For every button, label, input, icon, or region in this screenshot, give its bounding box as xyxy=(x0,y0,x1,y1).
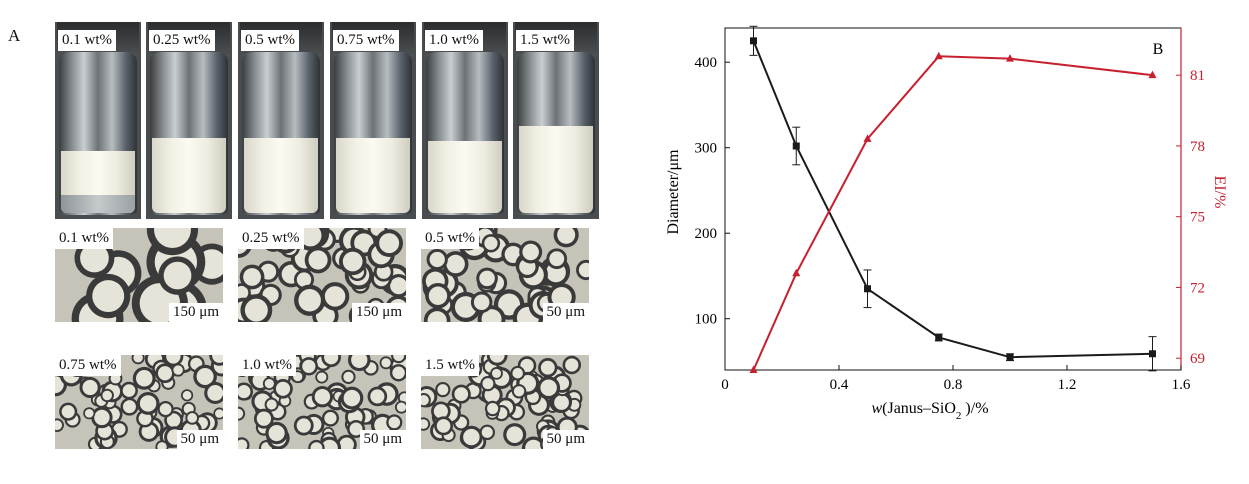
diameter-point xyxy=(864,285,871,293)
scale-bar-label: 50 μm xyxy=(542,303,589,322)
micrograph-concentration-label: 0.5 wt% xyxy=(421,228,479,249)
vial-concentration-label: 0.25 wt% xyxy=(149,30,215,51)
y-right-tick-label: 72 xyxy=(1190,280,1205,296)
scale-bar-label: 150 μm xyxy=(352,303,406,322)
vial-photo: 0.75 wt% xyxy=(330,22,416,219)
vial-photo: 0.25 wt% xyxy=(146,22,232,219)
plot-frame xyxy=(724,27,1182,371)
vial-photo: 0.5 wt% xyxy=(238,22,324,219)
vial-photo: 1.0 wt% xyxy=(422,22,508,219)
y-left-tick-label: 200 xyxy=(695,226,718,242)
ei-point xyxy=(863,134,872,142)
vial-concentration-label: 0.1 wt% xyxy=(58,30,116,51)
y-right-tick-label: 81 xyxy=(1190,68,1205,84)
ei-point xyxy=(934,51,943,60)
ei-point xyxy=(749,365,758,373)
x-tick-label: 0.8 xyxy=(944,377,963,393)
x-tick-label: 0.4 xyxy=(830,377,849,393)
vial-concentration-label: 1.5 wt% xyxy=(516,30,574,51)
y-right-tick-label: 69 xyxy=(1190,351,1205,367)
y-axis-right-title: EI/% xyxy=(1211,176,1228,209)
y-right-tick-label: 78 xyxy=(1190,139,1205,155)
ei-point xyxy=(1006,54,1014,62)
ei-point xyxy=(792,268,801,277)
diameter-ei-chart: 0 0.4 0.8 1.2 1.6 100 200 300 400 69 72 75 78 81 B Di… xyxy=(665,25,1228,422)
y-left-tick-label: 300 xyxy=(695,141,718,157)
scale-bar-label: 50 μm xyxy=(359,430,406,449)
micrograph-concentration-label: 1.0 wt% xyxy=(238,355,296,376)
scale-bar-label: 150 μm xyxy=(169,303,223,322)
micrograph-concentration-label: 0.25 wt% xyxy=(238,228,304,249)
y-axis-left-title: Diameter/μm xyxy=(665,149,682,235)
panel-a-label: A xyxy=(8,26,21,45)
droplet-micrograph: 0.25 wt% 150 μm xyxy=(238,228,406,322)
droplet-micrograph: 1.5 wt% 50 μm xyxy=(421,355,589,449)
droplet-micrograph: 0.75 wt% 50 μm xyxy=(55,355,223,449)
droplet-micrograph: 0.1 wt% 150 μm xyxy=(55,228,223,322)
micrograph-concentration-label: 0.1 wt% xyxy=(55,228,113,249)
y-right-tick-label: 75 xyxy=(1190,210,1205,226)
vial-concentration-label: 1.0 wt% xyxy=(425,30,483,51)
micrograph-concentration-label: 1.5 wt% xyxy=(421,355,479,376)
scale-bar-label: 50 μm xyxy=(176,430,223,449)
diameter-point xyxy=(750,37,757,45)
x-axis-title: w(Janus–SiO2 )/% xyxy=(871,400,988,422)
micrograph-concentration-label: 0.75 wt% xyxy=(55,355,121,376)
diameter-point xyxy=(1006,353,1014,361)
y-left-tick-label: 400 xyxy=(695,55,718,71)
diameter-point xyxy=(792,142,800,150)
vial-photo: 1.5 wt% xyxy=(513,22,599,219)
diameter-series-line xyxy=(752,40,1153,359)
panel-b-label: B xyxy=(1153,41,1164,58)
vial-photo: 0.1 wt% xyxy=(55,22,141,219)
droplet-micrograph: 1.0 wt% 50 μm xyxy=(238,355,406,449)
ei-point xyxy=(1148,70,1157,79)
x-tick-label: 1.2 xyxy=(1058,377,1077,393)
diameter-point xyxy=(935,334,943,342)
ei-series-line xyxy=(752,55,1153,371)
y-left-tick-label: 100 xyxy=(695,312,718,328)
x-tick-label: 0 xyxy=(721,377,729,393)
scale-bar-label: 50 μm xyxy=(542,430,589,449)
diameter-point xyxy=(1149,350,1156,358)
x-tick-label: 1.6 xyxy=(1172,377,1191,393)
vial-concentration-label: 0.75 wt% xyxy=(333,30,399,51)
droplet-micrograph: 0.5 wt% 50 μm xyxy=(421,228,589,322)
vial-concentration-label: 0.5 wt% xyxy=(241,30,299,51)
